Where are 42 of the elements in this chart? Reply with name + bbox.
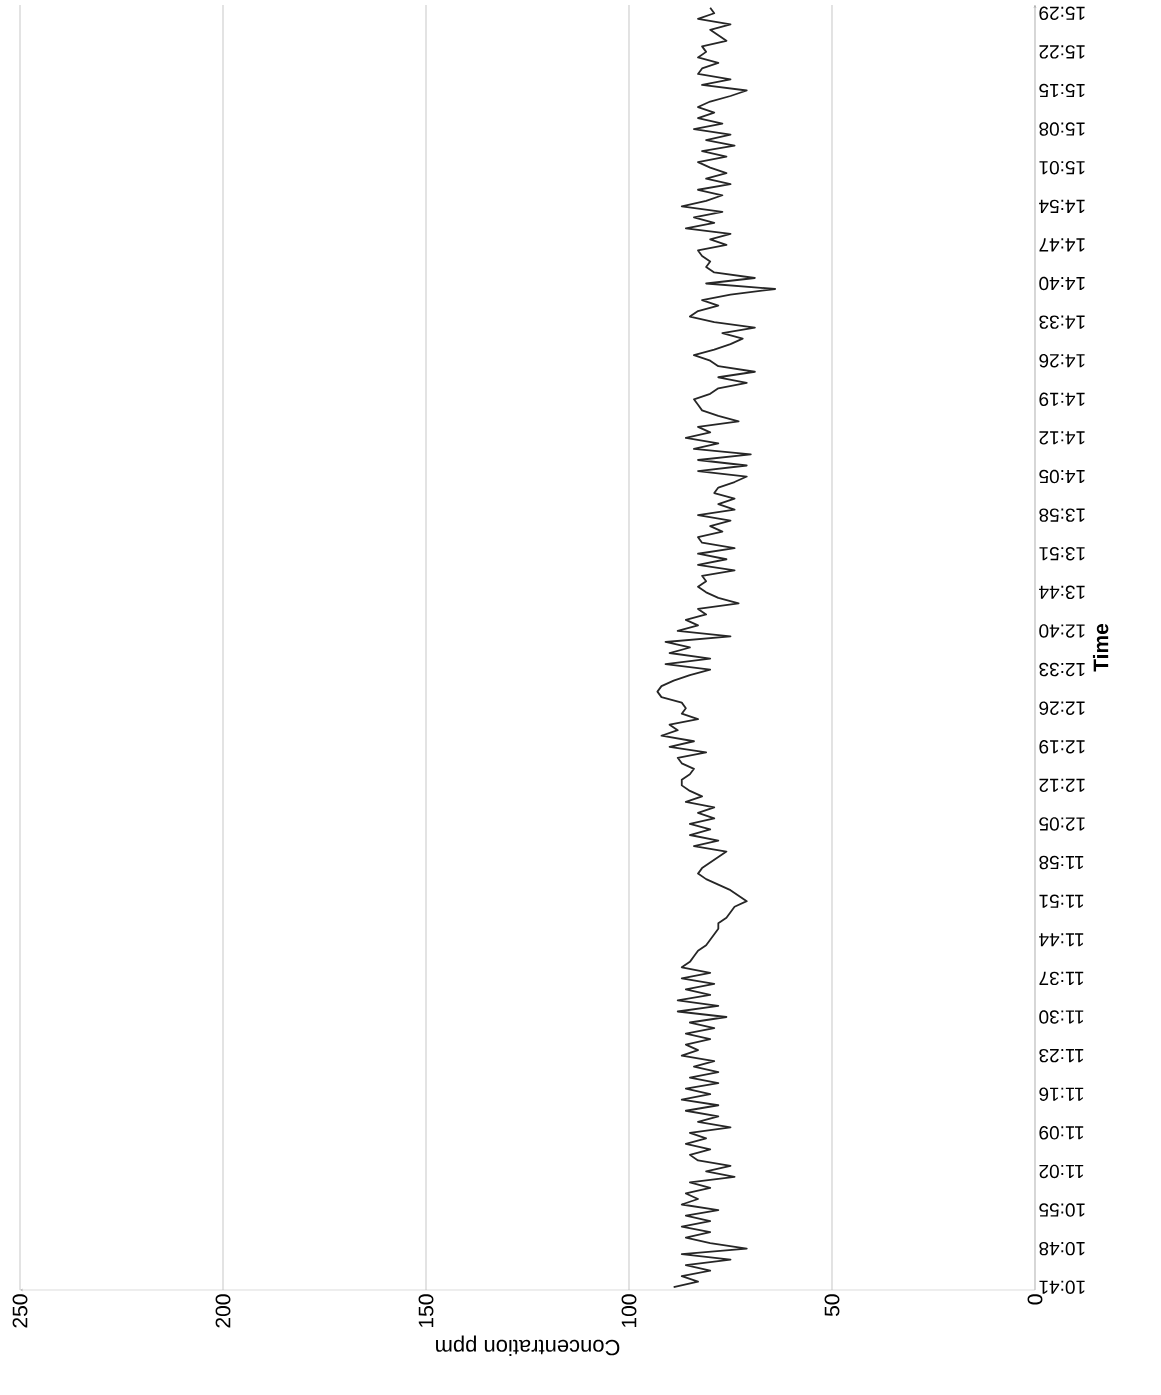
y-axis-title: Time bbox=[1092, 623, 1109, 672]
y-tick-label: 14:26 bbox=[1039, 353, 1085, 368]
x-tick-label: 0 bbox=[1027, 1294, 1043, 1305]
y-tick-label: 11:58 bbox=[1039, 855, 1084, 870]
y-tick-label: 14:40 bbox=[1039, 276, 1085, 291]
y-tick-label: 11:37 bbox=[1039, 971, 1084, 986]
y-tick-label: 10:55 bbox=[1039, 1203, 1085, 1217]
y-tick-label: 15:08 bbox=[1039, 122, 1085, 136]
y-tick-label: 14:33 bbox=[1039, 315, 1085, 329]
y-tick-label: 11:30 bbox=[1039, 1010, 1084, 1024]
y-tick-label: 15:15 bbox=[1039, 83, 1085, 98]
y-tick-label: 12:40 bbox=[1039, 624, 1085, 638]
y-tick-label: 14:05 bbox=[1039, 469, 1085, 484]
y-tick-label: 11:02 bbox=[1039, 1164, 1084, 1179]
y-tick-label: 13:58 bbox=[1039, 508, 1085, 522]
y-tick-label: 15:29 bbox=[1039, 6, 1085, 20]
x-tick-label: 150 bbox=[418, 1294, 434, 1327]
y-tick-label: 11:23 bbox=[1039, 1048, 1084, 1063]
y-tick-label: 11:16 bbox=[1039, 1087, 1084, 1101]
y-tick-label: 12:19 bbox=[1039, 740, 1085, 754]
x-tick-label: 50 bbox=[824, 1294, 840, 1317]
y-tick-label: 15:01 bbox=[1039, 160, 1085, 175]
y-tick-label: 10:48 bbox=[1039, 1241, 1085, 1256]
y-tick-label: 10:41 bbox=[1039, 1280, 1085, 1294]
y-tick-label: 11:51 bbox=[1039, 894, 1084, 908]
y-tick-label: 12:26 bbox=[1039, 701, 1085, 715]
y-tick-label: 12:12 bbox=[1039, 778, 1085, 793]
y-tick-label: 11:44 bbox=[1039, 933, 1084, 947]
x-axis-title: Concentration ppm bbox=[436, 1335, 620, 1356]
y-tick-label: 14:47 bbox=[1039, 238, 1085, 252]
y-tick-label: 12:33 bbox=[1039, 662, 1085, 677]
y-tick-label: 14:12 bbox=[1039, 431, 1085, 445]
y-tick-label: 15:22 bbox=[1039, 45, 1085, 59]
x-tick-label: 250 bbox=[12, 1294, 28, 1328]
x-tick-label: 100 bbox=[621, 1294, 637, 1327]
y-tick-label: 11:09 bbox=[1039, 1126, 1084, 1140]
x-tick-label: 200 bbox=[215, 1294, 231, 1328]
y-tick-label: 13:44 bbox=[1039, 585, 1085, 600]
y-tick-label: 12:05 bbox=[1039, 817, 1085, 831]
y-tick-label: 14:54 bbox=[1039, 199, 1085, 213]
y-tick-label: 13:51 bbox=[1039, 547, 1085, 561]
y-tick-label: 14:19 bbox=[1039, 392, 1085, 407]
